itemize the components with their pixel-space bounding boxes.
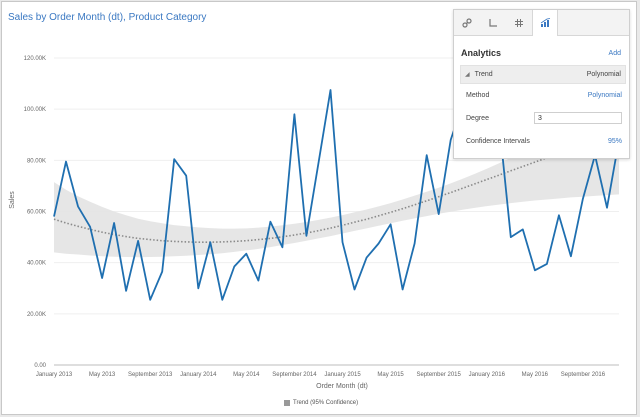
- y-tick-label: 60.00K: [27, 210, 46, 216]
- axis-icon: [489, 18, 497, 27]
- degree-row: Degree: [454, 106, 629, 130]
- x-tick-label: May 2013: [89, 372, 116, 378]
- y-tick-label: 100.00K: [24, 107, 46, 113]
- link-icon: [462, 17, 472, 28]
- confidence-label: Confidence Intervals: [466, 137, 530, 145]
- grid-icon: [515, 18, 523, 27]
- trend-line: [53, 130, 620, 243]
- x-tick-label: January 2015: [324, 372, 361, 378]
- x-axis-ticks: January 2013 May 2013 September 2013 Januar…: [36, 372, 606, 378]
- x-tick-label: May 2015: [377, 372, 404, 378]
- trend-item[interactable]: ◢ Trend Polynomial: [460, 65, 626, 84]
- x-tick-label: January 2016: [469, 372, 506, 378]
- panel-title: Analytics: [461, 48, 502, 58]
- x-tick-label: January 2013: [36, 372, 73, 378]
- legend[interactable]: Trend (95% Confidence): [284, 400, 358, 406]
- legend-swatch: [284, 400, 290, 406]
- y-tick-label: 40.00K: [27, 261, 46, 267]
- method-dropdown[interactable]: Polynomial: [587, 91, 622, 99]
- x-tick-label: September 2015: [416, 372, 461, 378]
- collapse-triangle-icon[interactable]: ◢: [465, 72, 470, 78]
- y-tick-label: 20.00K: [27, 312, 46, 318]
- y-tick-label: 80.00K: [27, 158, 46, 164]
- y-axis-label: Sales: [9, 191, 16, 209]
- trend-label: Trend: [474, 71, 493, 78]
- x-tick-label: May 2014: [233, 372, 260, 378]
- chart-title: Sales by Order Month (dt), Product Categ…: [8, 12, 207, 23]
- tab-link[interactable]: [454, 10, 480, 35]
- y-axis-ticks: 0.00 20.00K 40.00K 60.00K 80.00K 100.00K 120.0…: [24, 56, 47, 369]
- tab-grid[interactable]: [506, 10, 532, 35]
- analytics-panel: Analytics Add ◢ Trend Polynomial Method …: [453, 9, 630, 159]
- x-tick-label: September 2016: [561, 372, 606, 378]
- degree-label: Degree: [466, 114, 489, 122]
- method-label: Method: [466, 91, 490, 99]
- y-tick-label: 0.00: [34, 363, 46, 369]
- x-tick-label: September 2014: [272, 372, 317, 378]
- method-row: Method Polynomial: [454, 84, 629, 106]
- trend-type: Polynomial: [586, 71, 621, 78]
- y-tick-label: 120.00K: [24, 56, 46, 62]
- degree-input[interactable]: [534, 112, 622, 124]
- add-button[interactable]: Add: [608, 49, 621, 57]
- panel-tabs: [454, 10, 629, 36]
- x-axis-label: Order Month (dt): [316, 383, 368, 390]
- x-tick-label: May 2016: [522, 372, 549, 378]
- tab-axis[interactable]: [480, 10, 506, 35]
- confidence-row: Confidence Intervals 95%: [454, 130, 629, 152]
- panel-header: Analytics Add: [454, 41, 629, 65]
- confidence-dropdown[interactable]: 95%: [607, 137, 622, 145]
- sales-line[interactable]: [53, 62, 620, 301]
- x-tick-label: September 2013: [128, 372, 173, 378]
- legend-label: Trend (95% Confidence): [293, 400, 359, 406]
- tab-analytics[interactable]: [532, 10, 558, 36]
- analytics-icon: [540, 18, 550, 27]
- line-chart[interactable]: 0.00 20.00K 40.00K 60.00K 80.00K 100.00K 120.0…: [2, 2, 636, 414]
- x-tick-label: January 2014: [180, 372, 217, 378]
